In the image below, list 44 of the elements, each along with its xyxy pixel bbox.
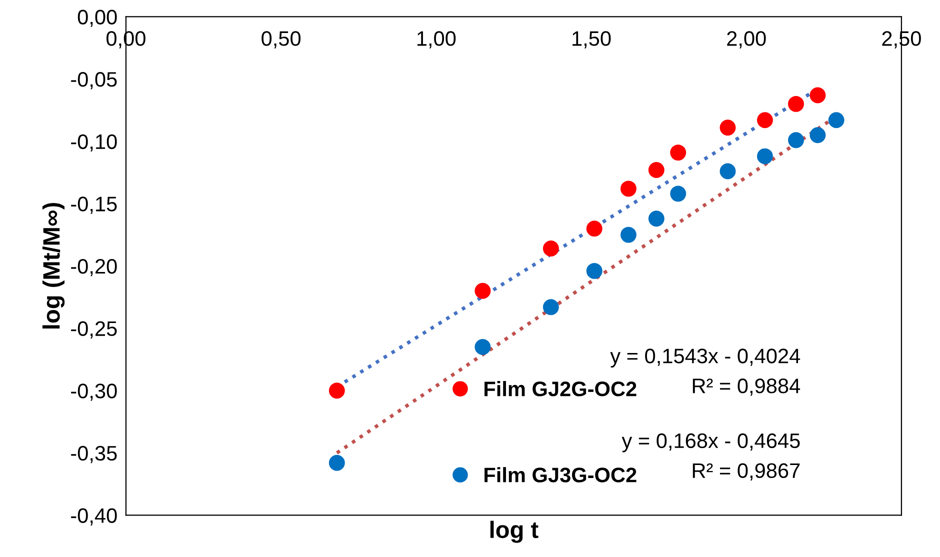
y-axis-title: log (Mt/M∞) (42, 202, 65, 328)
point (474, 282, 491, 299)
x-tick-label: 1,50 (572, 31, 611, 48)
point (720, 163, 736, 180)
y-tick-label: -0,05 (71, 72, 117, 90)
point (620, 180, 636, 197)
y-tick-label: -0,40 (71, 508, 117, 526)
point (720, 120, 736, 136)
x-tick-label: 2,00 (727, 31, 766, 48)
point (810, 87, 826, 104)
legend-label: Film GJ2G-OC2 (484, 380, 636, 396)
y-tick-label: 0,00 (78, 10, 117, 27)
y-tick-label: -0,10 (71, 134, 117, 152)
annotation: R² = 0,9884 (692, 378, 800, 396)
y-tick-label: -0,35 (71, 446, 117, 464)
point (756, 148, 773, 164)
point (756, 112, 773, 128)
point (542, 299, 559, 316)
y-tick-label: -0,20 (71, 258, 117, 276)
point (586, 262, 602, 279)
point (542, 240, 559, 256)
point (788, 132, 804, 148)
point (670, 186, 686, 202)
point (828, 112, 844, 128)
y-tick-label: -0,25 (71, 321, 117, 338)
point (328, 454, 345, 471)
point (474, 339, 491, 355)
point (328, 382, 345, 399)
point (586, 220, 602, 237)
x-axis-title: log t (490, 520, 538, 543)
y-tick-label: -0,15 (71, 196, 117, 214)
y-tick-label: -0,30 (71, 384, 117, 401)
x-tick-label: 1,00 (417, 31, 456, 48)
point (788, 96, 804, 112)
point (810, 127, 826, 144)
annotation: y = 0,168x - 0,4645 (622, 433, 800, 452)
annotation: R² = 0,9867 (692, 463, 800, 480)
annotation: y = 0,1543x - 0,4024 (610, 348, 800, 368)
point (670, 144, 686, 161)
point (648, 162, 664, 178)
point (620, 226, 636, 243)
point (648, 210, 664, 227)
x-tick-label: 0,50 (262, 31, 301, 48)
legend-label: Film GJ3G-OC2 (484, 467, 636, 482)
